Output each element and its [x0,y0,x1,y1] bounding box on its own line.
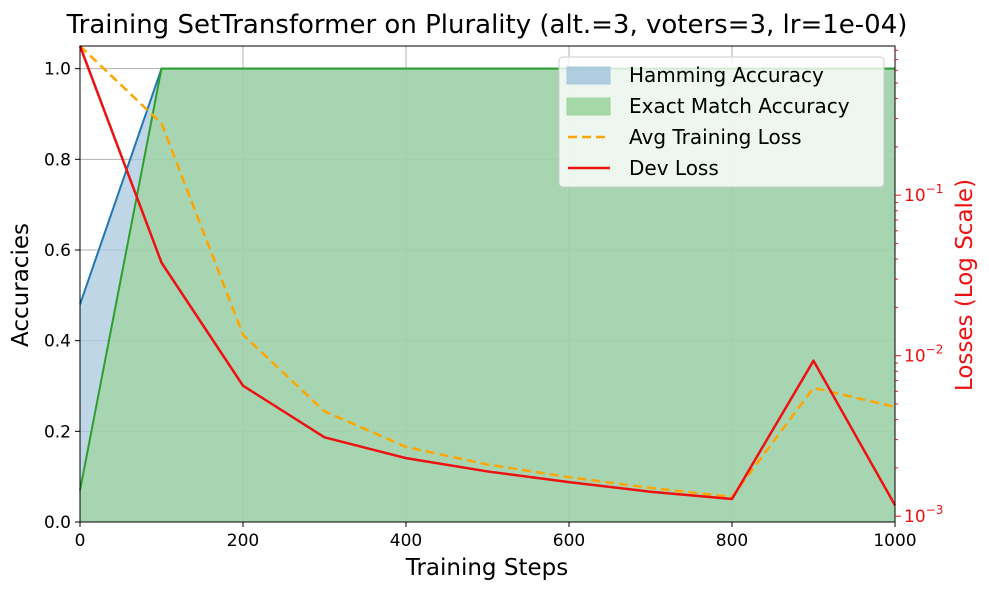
legend-label-hamming-accuracy: Hamming Accuracy [629,63,824,87]
y-tick-label: 0.4 [44,332,71,352]
legend-label-exact-match-accuracy: Exact Match Accuracy [629,94,850,118]
chart-title: Training SetTransformer on Plurality (al… [66,10,908,40]
legend-box [558,56,885,188]
y-tick-label: 0.0 [44,513,71,533]
x-tick-label: 800 [716,531,748,551]
y2-axis-label: Losses (Log Scale) [952,179,978,391]
avg-training-loss-line [79,45,896,499]
x-tick-label: 1000 [873,531,916,551]
y2-tick-label: 10−1 [904,182,943,206]
legend-swatch-exact-match-accuracy [566,97,611,116]
legend-swatch-hamming-accuracy [566,66,611,85]
x-tick-label: 600 [553,531,585,551]
y2-tick-label: 10−3 [904,503,943,527]
legend-label-avg-training-loss: Avg Training Loss [629,125,802,149]
legend-label-dev-loss: Dev Loss [629,156,719,180]
x-tick-label: 0 [75,531,86,551]
x-tick-label: 400 [390,531,422,551]
y-tick-label: 0.2 [44,422,71,442]
y-tick-label: 0.6 [44,241,71,261]
y-axis-label: Accuracies [8,223,34,347]
y-tick-label: 0.8 [44,150,71,170]
x-axis-label: Training Steps [405,555,568,581]
x-tick-label: 200 [227,531,259,551]
legend: Hamming Accuracy Exact Match Accuracy Avg … [558,56,885,188]
y-tick-label: 1.0 [44,60,71,80]
y2-tick-label: 10−2 [904,343,943,367]
dev-loss-line [78,45,897,506]
plot-frame [79,45,896,523]
